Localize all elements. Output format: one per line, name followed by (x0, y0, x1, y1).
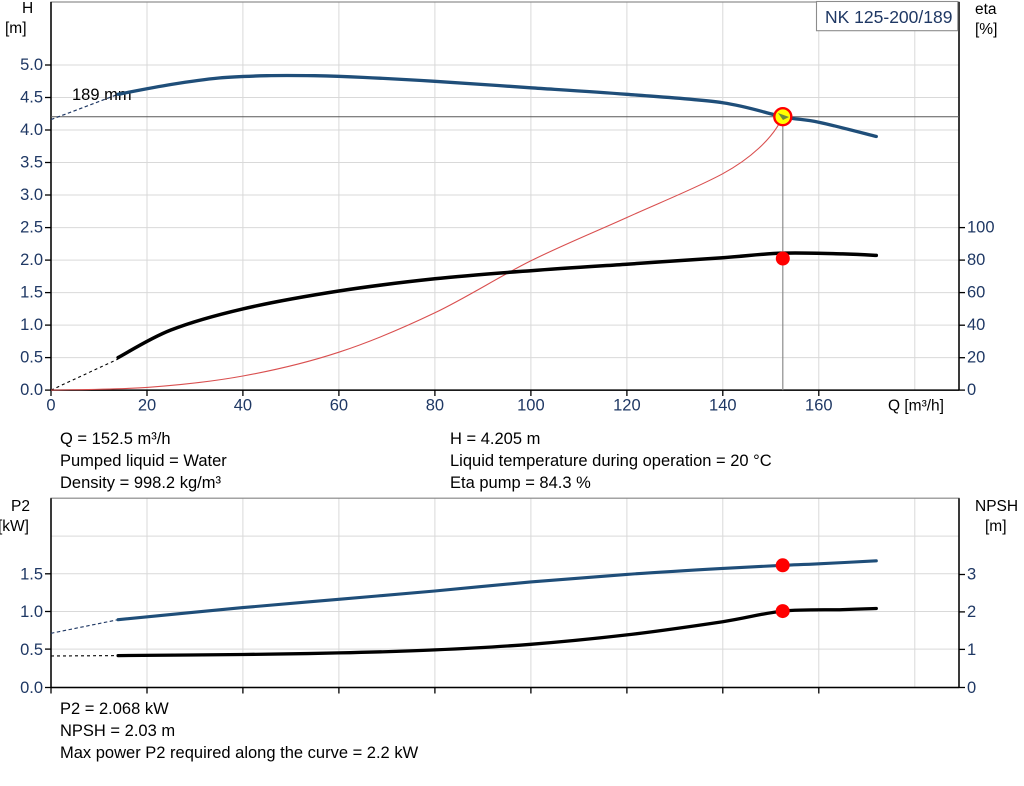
svg-text:2.0: 2.0 (20, 251, 43, 269)
svg-text:80: 80 (426, 397, 444, 415)
svg-text:2.5: 2.5 (20, 219, 43, 237)
svg-text:0: 0 (967, 381, 976, 399)
svg-text:4.5: 4.5 (20, 89, 43, 107)
svg-text:1.0: 1.0 (20, 316, 43, 334)
svg-text:Q [m³/h]: Q [m³/h] (888, 398, 944, 415)
svg-text:H = 4.205 m: H = 4.205 m (450, 430, 540, 448)
svg-text:[%]: [%] (975, 21, 997, 38)
svg-text:100: 100 (967, 219, 995, 237)
svg-text:[m]: [m] (5, 20, 27, 37)
svg-text:4.0: 4.0 (20, 121, 43, 139)
svg-text:0.0: 0.0 (20, 679, 43, 697)
svg-text:Max power P2 required along th: Max power P2 required along the curve = … (60, 744, 419, 762)
svg-text:0: 0 (46, 397, 55, 415)
svg-text:1: 1 (967, 641, 976, 659)
svg-text:NPSH: NPSH (975, 498, 1018, 515)
svg-text:NPSH = 2.03 m: NPSH = 2.03 m (60, 722, 175, 740)
svg-text:Density = 998.2 kg/m³: Density = 998.2 kg/m³ (60, 474, 221, 492)
svg-text:3.0: 3.0 (20, 186, 43, 204)
svg-text:120: 120 (613, 397, 641, 415)
svg-text:[m]: [m] (985, 518, 1007, 535)
svg-text:1.0: 1.0 (20, 603, 43, 621)
svg-text:Eta pump = 84.3 %: Eta pump = 84.3 % (450, 474, 591, 492)
svg-text:[kW]: [kW] (0, 518, 29, 535)
svg-text:3.5: 3.5 (20, 154, 43, 172)
svg-text:P2 = 2.068 kW: P2 = 2.068 kW (60, 700, 169, 718)
svg-text:0.0: 0.0 (20, 381, 43, 399)
svg-text:3: 3 (967, 566, 976, 584)
svg-text:140: 140 (709, 397, 737, 415)
svg-text:40: 40 (967, 316, 985, 334)
svg-text:H: H (22, 0, 33, 17)
svg-text:0.5: 0.5 (20, 349, 43, 367)
svg-text:Liquid temperature during oper: Liquid temperature during operation = 20… (450, 452, 772, 470)
svg-text:100: 100 (517, 397, 545, 415)
svg-text:160: 160 (805, 397, 833, 415)
svg-text:20: 20 (967, 349, 985, 367)
svg-text:Pumped liquid = Water: Pumped liquid = Water (60, 452, 227, 470)
svg-text:1.5: 1.5 (20, 284, 43, 302)
svg-text:60: 60 (330, 397, 348, 415)
svg-text:eta: eta (975, 1, 997, 18)
svg-text:Q = 152.5 m³/h: Q = 152.5 m³/h (60, 430, 171, 448)
svg-text:60: 60 (967, 284, 985, 302)
svg-text:0: 0 (967, 679, 976, 697)
svg-text:2: 2 (967, 603, 976, 621)
svg-text:0.5: 0.5 (20, 641, 43, 659)
svg-text:P2: P2 (11, 498, 30, 515)
svg-text:5.0: 5.0 (20, 56, 43, 74)
svg-text:40: 40 (234, 397, 252, 415)
svg-text:NK 125-200/189: NK 125-200/189 (825, 7, 952, 27)
svg-text:20: 20 (138, 397, 156, 415)
svg-text:80: 80 (967, 251, 985, 269)
svg-text:1.5: 1.5 (20, 566, 43, 584)
